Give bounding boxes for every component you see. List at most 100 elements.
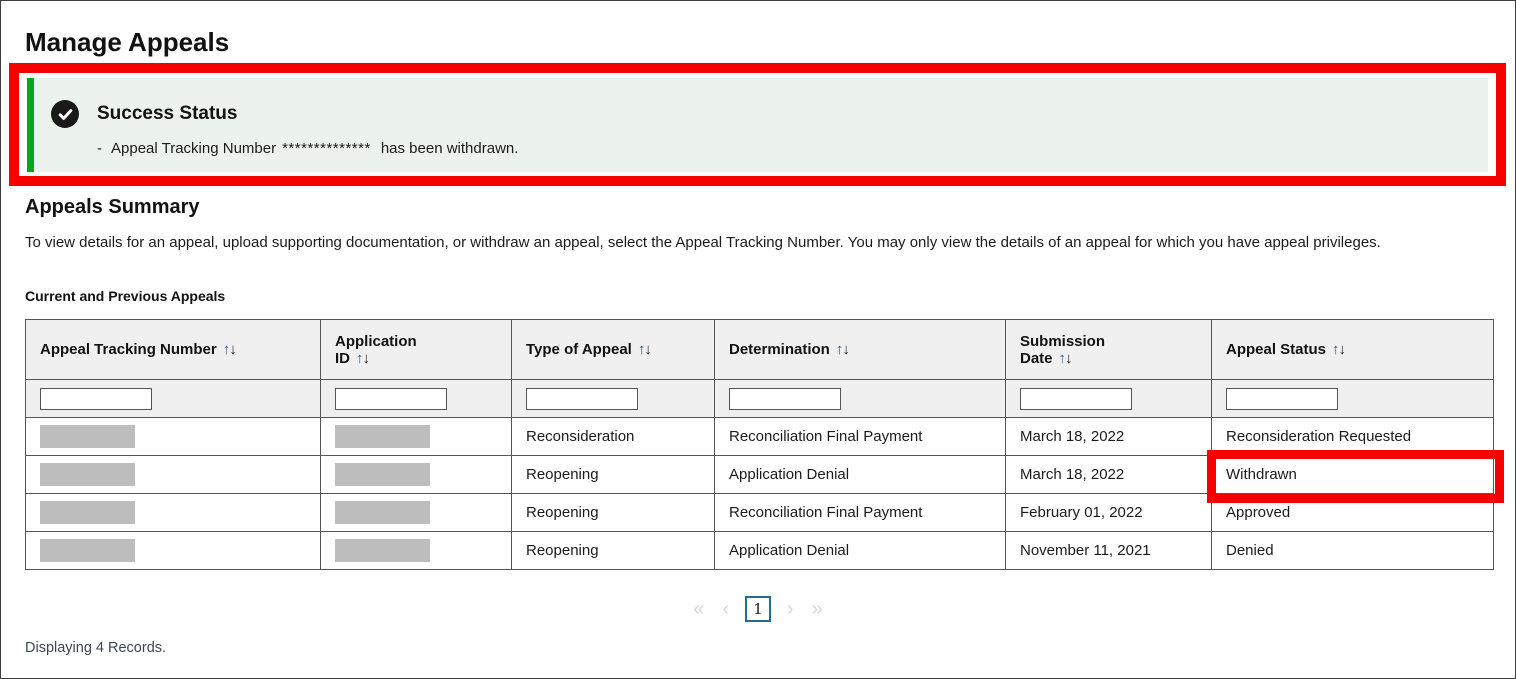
column-header-type-of-appeal[interactable]: Type of Appeal ↑↓: [511, 319, 715, 380]
table-row: Reopening Application Denial November 11, …: [25, 531, 1494, 570]
table-row: Reopening Reconciliation Final Payment Feb…: [25, 493, 1494, 532]
column-header-submission-date[interactable]: Submission Date ↑↓: [1005, 319, 1212, 380]
pagination-previous-button[interactable]: ‹: [722, 598, 729, 620]
appeals-summary-description: To view details for an appeal, upload su…: [25, 234, 1381, 251]
type-of-appeal-cell: Reopening: [511, 531, 715, 570]
determination-cell: Application Denial: [714, 531, 1006, 570]
appeal-status-cell: Denied: [1211, 531, 1494, 570]
sort-icons[interactable]: ↑↓: [1059, 350, 1073, 367]
column-label: Appeal Tracking Number: [40, 341, 217, 358]
appeal-status-cell: Withdrawn: [1211, 455, 1494, 494]
column-label: Determination: [729, 341, 830, 358]
pagination-last-button[interactable]: »: [811, 598, 823, 620]
sort-descending-icon[interactable]: ↓: [229, 341, 237, 358]
appeals-summary-heading: Appeals Summary: [25, 196, 200, 218]
pagination: « ‹ 1 › »: [1, 596, 1515, 622]
redacted-value: [335, 425, 430, 448]
masked-tracking-number: **************: [282, 140, 371, 157]
column-label: Submission Date: [1020, 332, 1106, 367]
appeals-table: Appeal Tracking Number ↑↓ Application ID ↑↓…: [25, 319, 1494, 570]
redacted-value: [335, 539, 430, 562]
sort-descending-icon[interactable]: ↓: [842, 341, 850, 358]
column-header-appeal-status[interactable]: Appeal Status ↑↓: [1211, 319, 1494, 380]
pagination-current-page[interactable]: 1: [745, 596, 771, 622]
sort-descending-icon[interactable]: ↓: [362, 349, 371, 367]
message-prefix: Appeal Tracking Number: [111, 140, 277, 157]
appeal-status-cell: Approved: [1211, 493, 1494, 532]
appeal-tracking-number-link-redacted[interactable]: [40, 463, 135, 486]
filter-cell-determination: [714, 379, 1006, 418]
appeal-tracking-number-link-redacted[interactable]: [40, 501, 135, 524]
column-header-application-id[interactable]: Application ID ↑↓: [320, 319, 512, 380]
appeal-tracking-number-link-redacted[interactable]: [40, 425, 135, 448]
submission-date-cell: November 11, 2021: [1005, 531, 1212, 570]
appeal-tracking-number-cell: [25, 417, 321, 456]
redacted-value: [335, 463, 430, 486]
filter-input-appeal-tracking-number[interactable]: [40, 387, 152, 410]
filter-input-application-id[interactable]: [335, 387, 447, 410]
column-label: Appeal Status: [1226, 341, 1327, 358]
table-row: Reopening Application Denial March 18, 202…: [25, 455, 1494, 494]
application-id-cell: [320, 493, 512, 532]
sort-icons[interactable]: ↑↓: [638, 341, 652, 358]
table-filter-row: [25, 379, 1494, 418]
sort-ascending-icon[interactable]: ↑: [637, 341, 646, 358]
type-of-appeal-cell: Reopening: [511, 493, 715, 532]
table-header-row: Appeal Tracking Number ↑↓ Application ID ↑↓…: [25, 319, 1494, 380]
type-of-appeal-cell: Reconsideration: [511, 417, 715, 456]
type-of-appeal-cell: Reopening: [511, 455, 715, 494]
column-header-appeal-tracking-number[interactable]: Appeal Tracking Number ↑↓: [25, 319, 321, 380]
filter-input-appeal-status[interactable]: [1226, 387, 1338, 410]
appeal-tracking-number-cell: [25, 455, 321, 494]
filter-cell-application-id: [320, 379, 512, 418]
sort-icons[interactable]: ↑↓: [223, 341, 237, 358]
page-title: Manage Appeals: [25, 27, 230, 57]
table-body: Reconsideration Reconciliation Final Paym…: [25, 417, 1494, 570]
redacted-value: [335, 501, 430, 524]
filter-cell-appeal-status: [1211, 379, 1494, 418]
sort-ascending-icon[interactable]: ↑: [356, 349, 364, 367]
success-alert: Success Status - Appeal Tracking Number **…: [27, 78, 1488, 172]
sort-descending-icon[interactable]: ↓: [644, 341, 652, 358]
records-count-text: Displaying 4 Records.: [25, 640, 167, 656]
determination-cell: Reconciliation Final Payment: [714, 493, 1006, 532]
success-alert-message: - Appeal Tracking Number ************** has…: [97, 140, 1468, 158]
sort-ascending-icon[interactable]: ↑: [1058, 349, 1067, 367]
appeal-tracking-number-link-redacted[interactable]: [40, 539, 135, 562]
table-caption: Current and Previous Appeals: [25, 288, 226, 304]
application-id-cell: [320, 417, 512, 456]
sort-descending-icon[interactable]: ↓: [1065, 349, 1073, 367]
filter-input-type-of-appeal[interactable]: [526, 387, 638, 410]
success-alert-title: Success Status: [97, 103, 238, 124]
pagination-next-button[interactable]: ›: [787, 598, 794, 620]
filter-input-determination[interactable]: [729, 387, 841, 410]
sort-icons[interactable]: ↑↓: [836, 341, 850, 358]
message-suffix: has been withdrawn.: [380, 140, 519, 157]
sort-icons[interactable]: ↑↓: [1332, 341, 1346, 358]
list-dash: -: [97, 140, 102, 157]
sort-descending-icon[interactable]: ↓: [1338, 341, 1347, 358]
column-header-determination[interactable]: Determination ↑↓: [714, 319, 1006, 380]
success-check-icon: [51, 100, 79, 128]
sort-ascending-icon[interactable]: ↑: [222, 341, 231, 358]
filter-cell-submission-date: [1005, 379, 1212, 418]
appeal-status-cell: Reconsideration Requested: [1211, 417, 1494, 456]
submission-date-cell: February 01, 2022: [1005, 493, 1212, 532]
filter-input-submission-date[interactable]: [1020, 387, 1132, 410]
pagination-first-button[interactable]: «: [693, 598, 705, 620]
table-row: Reconsideration Reconciliation Final Paym…: [25, 417, 1494, 456]
filter-cell-appeal-tracking-number: [25, 379, 321, 418]
column-label: Application ID: [335, 332, 417, 367]
column-label: Type of Appeal: [526, 341, 632, 358]
determination-cell: Reconciliation Final Payment: [714, 417, 1006, 456]
appeal-tracking-number-cell: [25, 493, 321, 532]
sort-ascending-icon[interactable]: ↑: [1332, 341, 1340, 358]
submission-date-cell: March 18, 2022: [1005, 417, 1212, 456]
submission-date-cell: March 18, 2022: [1005, 455, 1212, 494]
appeal-tracking-number-cell: [25, 531, 321, 570]
sort-icons[interactable]: ↑↓: [356, 350, 370, 367]
determination-cell: Application Denial: [714, 455, 1006, 494]
success-banner-annotation: Success Status - Appeal Tracking Number **…: [9, 63, 1506, 186]
sort-ascending-icon[interactable]: ↑: [835, 341, 844, 358]
